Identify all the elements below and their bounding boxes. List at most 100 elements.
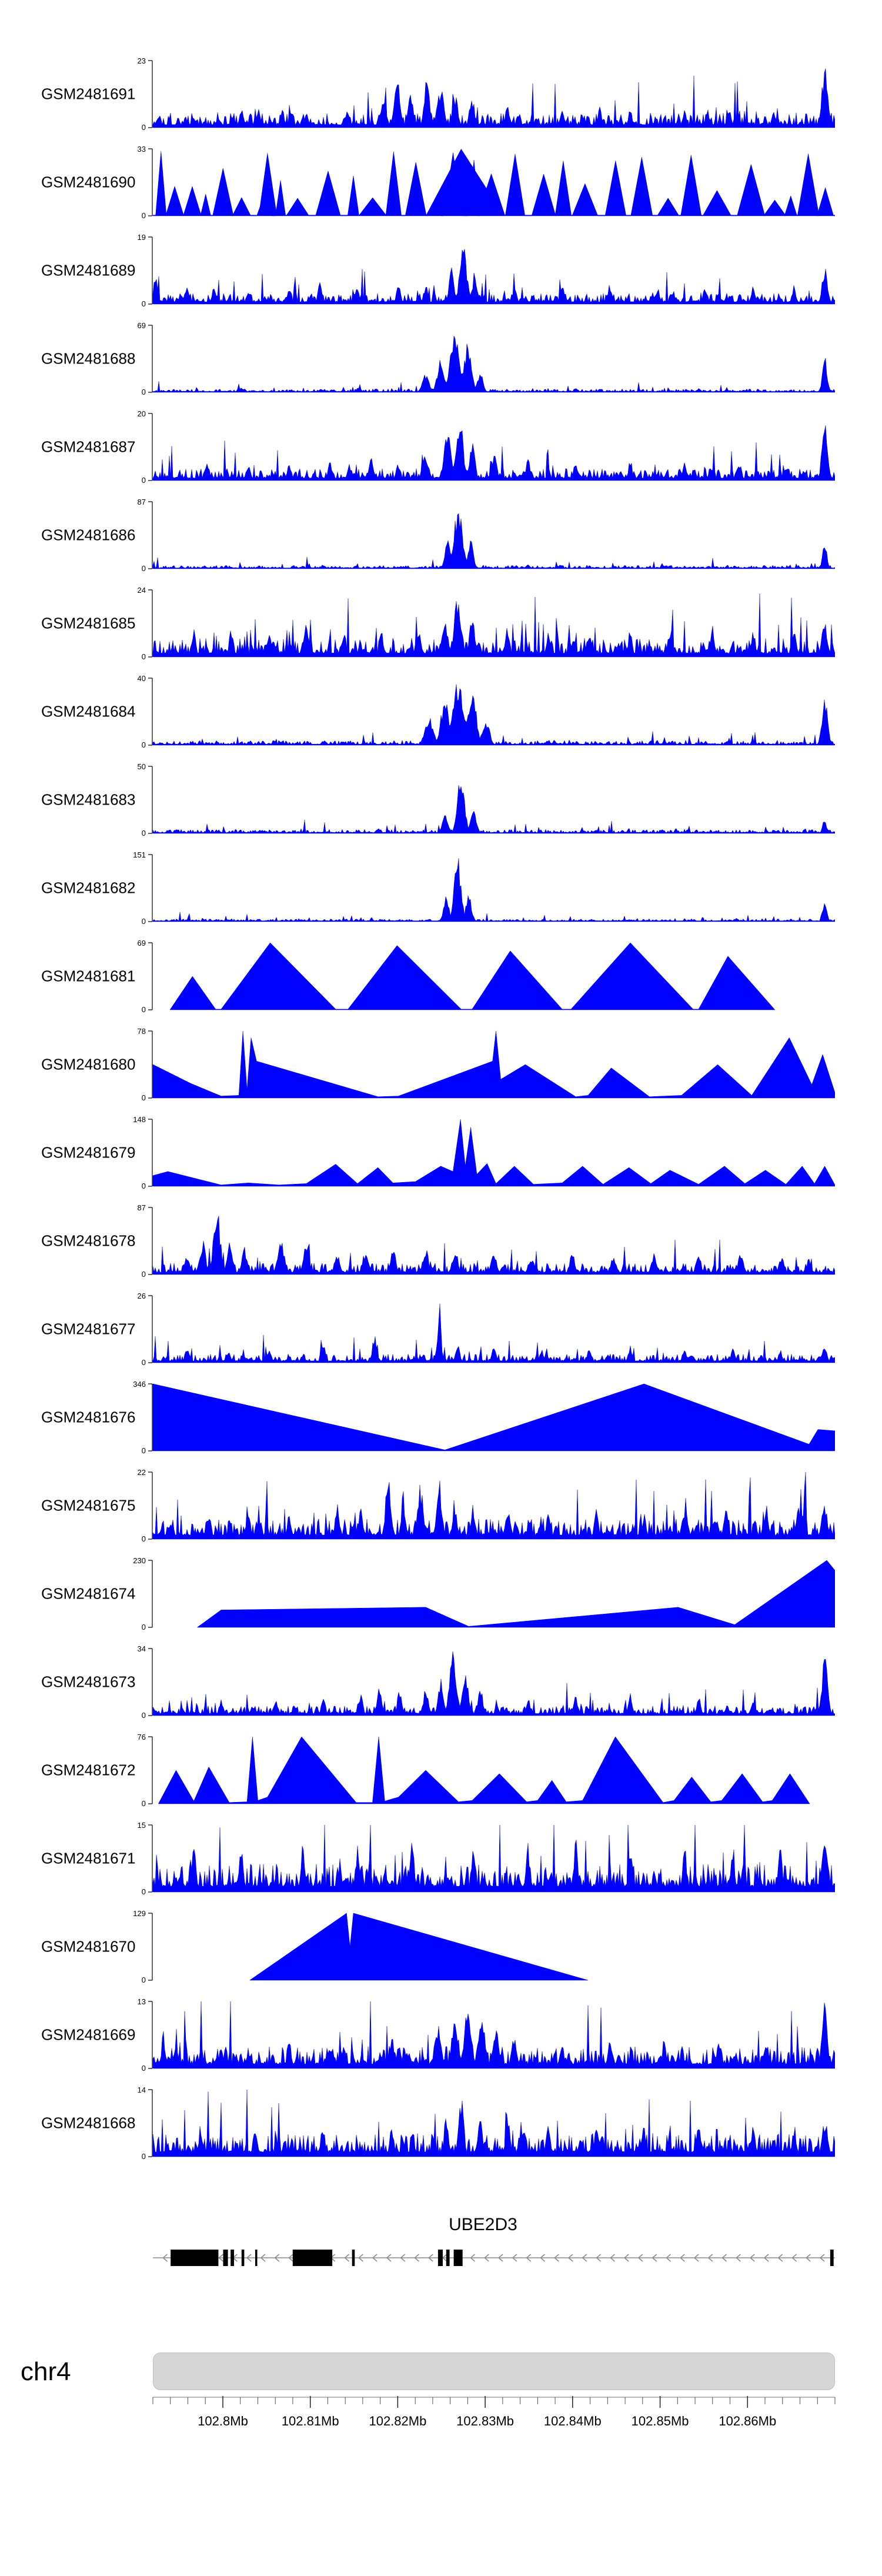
coverage-signal: [152, 1471, 835, 1540]
strand-arrow-left-icon: [763, 2254, 769, 2262]
exon-box: [230, 2250, 234, 2266]
coverage-signal: [152, 1303, 835, 1363]
track-label: GSM2481681: [41, 967, 136, 985]
strand-arrow-left-icon: [610, 2254, 615, 2262]
exon-box: [255, 2250, 258, 2266]
y-axis-max-label: 23: [138, 56, 146, 65]
strand-arrow-left-icon: [623, 2254, 629, 2262]
strand-arrow-left-icon: [372, 2254, 377, 2262]
strand-arrow-left-icon: [246, 2254, 252, 2262]
track-plot: 40 0: [138, 674, 835, 749]
y-axis-zero-label: 0: [142, 1446, 146, 1455]
track-label: GSM2481669: [41, 2026, 136, 2044]
chromosome-ideogram: [153, 2353, 835, 2390]
y-axis-zero-label: 0: [142, 1623, 146, 1631]
y-axis-zero-label: 0: [142, 388, 146, 396]
track-plot: 50 0: [138, 762, 835, 837]
track-row: GSM2481682 151 0: [0, 844, 882, 932]
y-axis-zero-label: 0: [142, 1534, 146, 1543]
coverage-signal: [152, 425, 835, 481]
track-row: GSM2481687 20 0: [0, 403, 882, 491]
y-axis-max-label: 50: [138, 762, 146, 771]
track-label: GSM2481687: [41, 438, 136, 456]
y-axis-zero-label: 0: [142, 564, 146, 573]
strand-arrow-left-icon: [582, 2254, 587, 2262]
exon-box: [453, 2250, 463, 2266]
track-row: GSM2481679 148 0: [0, 1109, 882, 1197]
y-axis-max-label: 26: [138, 1292, 146, 1300]
axis-tick-label: 102.81Mb: [282, 2414, 339, 2428]
track-row: GSM2481691 23 0: [0, 50, 882, 138]
strand-arrow-left-icon: [540, 2254, 545, 2262]
coverage-signal: [169, 942, 776, 1010]
coverage-signal: [152, 68, 835, 128]
strand-arrow-left-icon: [680, 2254, 685, 2262]
strand-arrow-left-icon: [497, 2254, 503, 2262]
exon-box: [223, 2250, 228, 2266]
y-axis-max-label: 346: [133, 1380, 146, 1389]
y-axis-zero-label: 0: [142, 1093, 146, 1102]
coverage-signal: [152, 593, 835, 658]
coverage-signal: [152, 684, 835, 746]
track-plot: 148 0: [133, 1115, 835, 1190]
track-plot: 129 0: [133, 1909, 589, 1984]
strand-arrow-left-icon: [736, 2254, 741, 2262]
track-row: GSM2481681 69 0: [0, 932, 882, 1020]
coverage-signal: [152, 249, 835, 305]
track-plot: 346 0: [133, 1380, 835, 1455]
track-label: GSM2481678: [41, 1232, 136, 1250]
track-row: GSM2481672 76 0: [0, 1726, 882, 1814]
y-axis-max-label: 87: [138, 498, 146, 506]
y-axis-zero-label: 0: [142, 476, 146, 485]
track-row: GSM2481675 22 0: [0, 1461, 882, 1550]
y-axis-zero-label: 0: [142, 299, 146, 308]
track-plot: 24 0: [138, 586, 835, 661]
track-row: GSM2481678 87 0: [0, 1197, 882, 1285]
coverage-signal: [152, 2089, 835, 2157]
coverage-signal: [152, 1651, 835, 1716]
track-row: GSM2481685 24 0: [0, 579, 882, 668]
exon-box: [171, 2250, 219, 2266]
track-plot: 23 0: [138, 56, 835, 132]
strand-arrow-left-icon: [637, 2254, 643, 2262]
y-axis-zero-label: 0: [142, 1270, 146, 1279]
track-plot: 13 0: [138, 1997, 835, 2073]
coverage-signal: [152, 1030, 835, 1099]
track-row: GSM2481677 26 0: [0, 1285, 882, 1373]
track-plot: 69 0: [138, 939, 776, 1014]
strand-arrow-left-icon: [693, 2254, 699, 2262]
track-label: GSM2481683: [41, 790, 136, 809]
y-axis-zero-label: 0: [142, 740, 146, 749]
y-axis-max-label: 69: [138, 939, 146, 947]
coverage-signal: [158, 1736, 810, 1804]
track-label: GSM2481672: [41, 1761, 136, 1779]
axis-tick-label: 102.85Mb: [632, 2414, 689, 2428]
track-row: GSM2481669 13 0: [0, 1991, 882, 2079]
track-label: GSM2481680: [41, 1055, 136, 1073]
track-label: GSM2481691: [41, 85, 136, 103]
track-label: GSM2481679: [41, 1143, 136, 1162]
track-label: GSM2481685: [41, 614, 136, 632]
strand-arrow-left-icon: [707, 2254, 713, 2262]
coverage-signal: [152, 2001, 835, 2069]
chromosome-label: chr4: [21, 2357, 71, 2386]
y-axis-max-label: 15: [138, 1821, 146, 1830]
exon-box: [352, 2250, 355, 2266]
y-axis-max-label: 78: [138, 1027, 146, 1036]
strand-arrow-left-icon: [386, 2254, 392, 2262]
axis-tick-label: 102.8Mb: [198, 2414, 248, 2428]
coverage-signal: [152, 1824, 835, 1893]
coverage-tracks: GSM2481691 23 0 GSM2481690 33 0 GSM2481689 19 0 G…: [0, 50, 882, 2167]
strand-arrow-left-icon: [470, 2254, 476, 2262]
y-axis-zero-label: 0: [142, 123, 146, 132]
strand-arrow-left-icon: [749, 2254, 755, 2262]
track-row: GSM2481668 14 0: [0, 2079, 882, 2167]
strand-arrow-left-icon: [596, 2254, 602, 2262]
coverage-signal: [152, 513, 835, 569]
exon-box: [446, 2250, 450, 2266]
axis-tick-label: 102.84Mb: [544, 2414, 602, 2428]
track-label: GSM2481676: [41, 1408, 136, 1426]
strand-arrow-left-icon: [567, 2254, 573, 2262]
exon-box: [241, 2250, 245, 2266]
y-axis-max-label: 14: [138, 2086, 146, 2094]
